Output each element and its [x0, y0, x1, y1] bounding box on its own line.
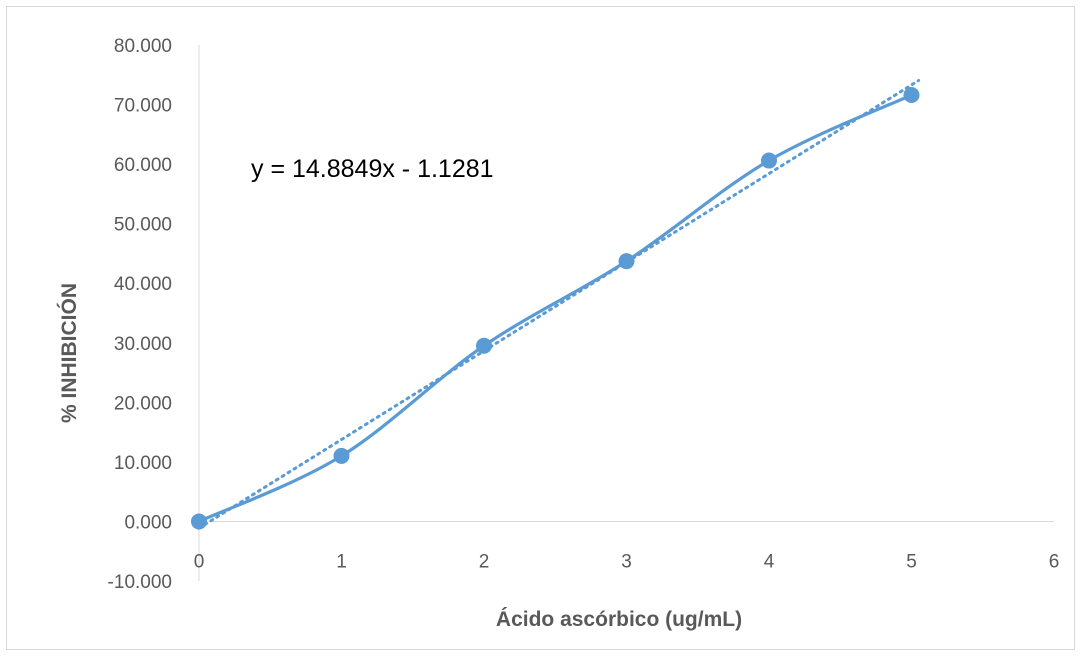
- axes: [198, 45, 1054, 581]
- y-axis-title: % INHIBICIÓN: [57, 283, 81, 423]
- y-tick-label: -10.000: [108, 572, 172, 593]
- y-tick-label: 60.000: [114, 155, 172, 176]
- x-tick-label: 0: [194, 551, 205, 572]
- data-point: [333, 447, 350, 464]
- x-tick-label: 4: [764, 551, 775, 572]
- x-tick-label: 2: [479, 551, 490, 572]
- trendline: [197, 78, 921, 530]
- data-point: [618, 253, 635, 270]
- data-point: [476, 337, 492, 354]
- data-point: [903, 87, 920, 104]
- y-tick-label: 50.000: [114, 215, 172, 236]
- x-tick-label: 5: [906, 551, 917, 572]
- y-tick-labels: -10.000 0.000 10.000 20.000 30.000 40.000 50.0…: [108, 36, 172, 593]
- x-tick-label: 3: [621, 551, 632, 572]
- data-point: [761, 152, 777, 169]
- x-tick-label: 6: [1049, 551, 1060, 572]
- trendline-equation: y = 14.8849x - 1.1281: [251, 155, 494, 183]
- series-line: [198, 93, 913, 523]
- linear-trendline: [197, 78, 921, 530]
- x-axis-title: Ácido ascórbico (ug/mL): [496, 608, 742, 631]
- x-tick-labels: 0 1 2 3 4 5 6: [194, 551, 1060, 572]
- y-tick-label: 70.000: [114, 96, 172, 117]
- chart-frame: [6, 6, 1075, 650]
- y-tick-label: 10.000: [114, 453, 172, 474]
- y-tick-label: 80.000: [114, 36, 172, 57]
- y-tick-label: 20.000: [114, 393, 172, 414]
- data-series: [191, 87, 920, 530]
- x-tick-label: 1: [336, 551, 347, 572]
- y-tick-label: 0.000: [124, 512, 172, 533]
- data-point: [191, 513, 207, 530]
- y-tick-label: 40.000: [114, 274, 172, 295]
- y-tick-label: 30.000: [114, 334, 172, 355]
